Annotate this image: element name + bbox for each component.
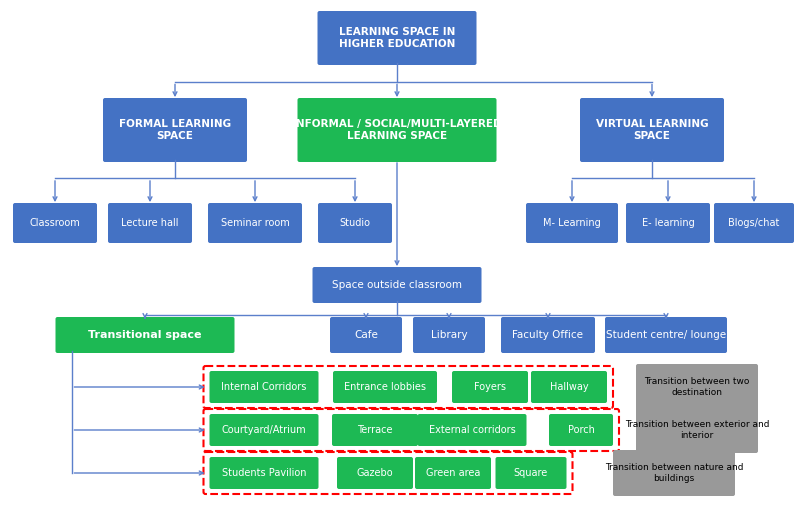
Text: Transition between two
destination: Transition between two destination — [644, 377, 750, 397]
Text: Courtyard/Atrium: Courtyard/Atrium — [222, 425, 306, 435]
FancyBboxPatch shape — [417, 414, 526, 446]
Text: Space outside classroom: Space outside classroom — [332, 280, 462, 290]
Text: Hallway: Hallway — [549, 382, 588, 392]
Text: External corridors: External corridors — [429, 425, 515, 435]
FancyBboxPatch shape — [332, 414, 418, 446]
FancyBboxPatch shape — [56, 317, 235, 353]
Text: E- learning: E- learning — [642, 218, 694, 228]
Text: Library: Library — [431, 330, 467, 340]
Text: INFORMAL / SOCIAL/MULTI-LAYERED
LEARNING SPACE: INFORMAL / SOCIAL/MULTI-LAYERED LEARNING… — [293, 119, 502, 141]
Text: Green area: Green area — [426, 468, 480, 478]
FancyBboxPatch shape — [413, 317, 485, 353]
Text: Square: Square — [514, 468, 548, 478]
Text: LEARNING SPACE IN
HIGHER EDUCATION: LEARNING SPACE IN HIGHER EDUCATION — [339, 27, 456, 49]
FancyBboxPatch shape — [714, 203, 794, 243]
FancyBboxPatch shape — [605, 317, 727, 353]
FancyBboxPatch shape — [531, 371, 607, 403]
FancyBboxPatch shape — [501, 317, 595, 353]
Text: Studio: Studio — [339, 218, 370, 228]
FancyBboxPatch shape — [337, 457, 413, 489]
Text: Seminar room: Seminar room — [221, 218, 289, 228]
Text: Cafe: Cafe — [354, 330, 378, 340]
Text: Lecture hall: Lecture hall — [122, 218, 179, 228]
Text: Foyers: Foyers — [474, 382, 506, 392]
FancyBboxPatch shape — [312, 267, 482, 303]
FancyBboxPatch shape — [626, 203, 710, 243]
Text: Internal Corridors: Internal Corridors — [221, 382, 307, 392]
FancyBboxPatch shape — [613, 450, 735, 496]
Text: Students Pavilion: Students Pavilion — [222, 468, 306, 478]
FancyBboxPatch shape — [495, 457, 567, 489]
FancyBboxPatch shape — [318, 203, 392, 243]
FancyBboxPatch shape — [330, 317, 402, 353]
Text: Transition between exterior and
interior: Transition between exterior and interior — [625, 420, 770, 440]
Text: Porch: Porch — [568, 425, 595, 435]
Text: Gazebo: Gazebo — [357, 468, 394, 478]
Text: Blogs/chat: Blogs/chat — [728, 218, 780, 228]
FancyBboxPatch shape — [580, 98, 724, 162]
FancyBboxPatch shape — [13, 203, 97, 243]
Text: Transitional space: Transitional space — [88, 330, 202, 340]
FancyBboxPatch shape — [210, 457, 319, 489]
FancyBboxPatch shape — [210, 414, 319, 446]
Text: M- Learning: M- Learning — [543, 218, 601, 228]
FancyBboxPatch shape — [636, 407, 758, 453]
FancyBboxPatch shape — [297, 98, 497, 162]
Text: Classroom: Classroom — [29, 218, 80, 228]
Text: Student centre/ lounge: Student centre/ lounge — [606, 330, 726, 340]
FancyBboxPatch shape — [108, 203, 192, 243]
FancyBboxPatch shape — [103, 98, 247, 162]
FancyBboxPatch shape — [549, 414, 613, 446]
Text: FORMAL LEARNING
SPACE: FORMAL LEARNING SPACE — [119, 119, 231, 141]
FancyBboxPatch shape — [526, 203, 618, 243]
FancyBboxPatch shape — [317, 11, 476, 65]
FancyBboxPatch shape — [208, 203, 302, 243]
Text: VIRTUAL LEARNING
SPACE: VIRTUAL LEARNING SPACE — [595, 119, 708, 141]
FancyBboxPatch shape — [210, 371, 319, 403]
FancyBboxPatch shape — [636, 364, 758, 410]
Text: Faculty Office: Faculty Office — [513, 330, 584, 340]
FancyBboxPatch shape — [415, 457, 491, 489]
Text: Terrace: Terrace — [357, 425, 393, 435]
Text: Entrance lobbies: Entrance lobbies — [344, 382, 426, 392]
Text: Transition between nature and
buildings: Transition between nature and buildings — [605, 463, 743, 483]
FancyBboxPatch shape — [452, 371, 528, 403]
FancyBboxPatch shape — [333, 371, 437, 403]
